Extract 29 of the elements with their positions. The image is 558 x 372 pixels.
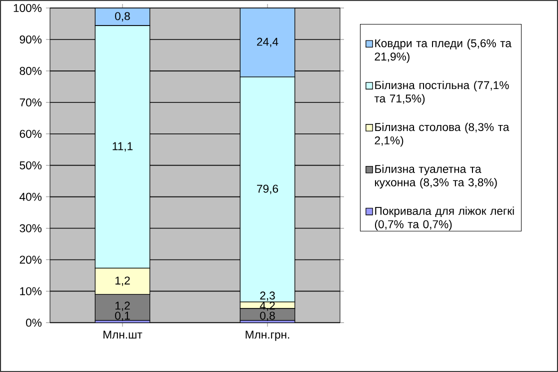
y-tick-label: 50% [20, 161, 42, 170]
annotation: 1,2 [115, 302, 130, 311]
y-tick-label: 70% [20, 98, 42, 106]
annotation: 24,4 [257, 38, 278, 48]
annotation: 79,6 [257, 184, 278, 194]
y-tick-label: 60% [20, 130, 42, 138]
legend-label: Покривала для ліжок легкі (0,7% та 0,7%) [374, 206, 514, 230]
annotation: 11,1 [112, 142, 133, 152]
y-tick-label: 100% [14, 4, 42, 12]
y-tick-label: 10% [20, 287, 42, 296]
legend-label: Ковдри та пледи (5,6% та 21,9%) [374, 38, 512, 63]
y-tick-label: 80% [20, 66, 42, 75]
y-tick-label: 0% [26, 318, 42, 327]
bar [240, 8, 296, 78]
x-tick-label: Млн.шт [104, 330, 142, 339]
annotation: 1,2 [115, 276, 130, 286]
y-tick-label: 40% [20, 192, 42, 201]
annotation: 0,8 [260, 312, 275, 322]
annotation: 0,1 [115, 312, 130, 322]
legend-label: Білизна столова (8,3% та 2,1%) [374, 122, 510, 147]
y-tick-label: 20% [20, 256, 42, 264]
y-tick-label: 30% [20, 224, 42, 232]
legend-label: Білизна туалетна та кухонна (8,3% та 3,8%) [375, 164, 497, 189]
legend-label: Білизна постільна (77,1% та 71,5%) [374, 80, 509, 105]
annotation: 2,3 [260, 292, 275, 301]
y-tick-label: 90% [20, 35, 42, 44]
bar [94, 8, 150, 26]
annotation: 0,8 [115, 12, 130, 22]
x-tick-label: Млн.грн. [246, 330, 290, 341]
